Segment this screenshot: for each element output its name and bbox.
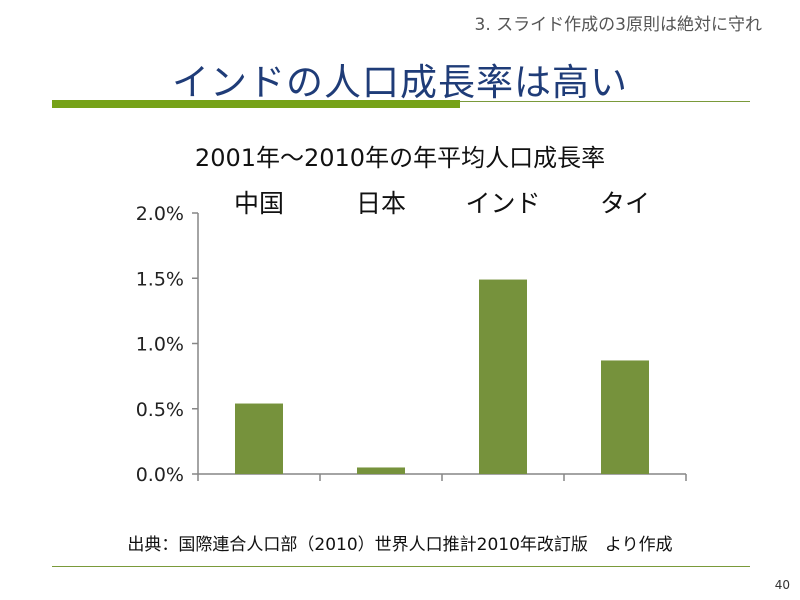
y-tick-label: 0.5% — [136, 399, 184, 421]
bar — [235, 403, 283, 474]
footer-line — [52, 566, 750, 567]
y-tick-label: 0.0% — [136, 464, 184, 486]
page-number: 40 — [774, 578, 790, 592]
y-tick-label: 1.0% — [136, 334, 184, 356]
y-tick-label: 1.5% — [136, 268, 184, 290]
category-label: タイ — [600, 189, 650, 218]
bar — [479, 279, 527, 474]
category-label: 中国 — [234, 189, 284, 218]
category-label: インド — [465, 189, 540, 218]
bar — [601, 360, 649, 474]
category-label: 日本 — [356, 189, 406, 218]
title-underline-accent — [52, 100, 460, 108]
chart-title: 2001年～2010年の年平均人口成長率 — [194, 144, 606, 172]
bar — [357, 467, 405, 474]
section-label: 3. スライド作成の3原則は絶対に守れ — [474, 15, 762, 35]
slide-title: インドの人口成長率は高い — [172, 61, 628, 104]
y-tick-label: 2.0% — [136, 203, 184, 225]
source-note: 出典：国際連合人口部（2010）世界人口推計2010年改訂版 より作成 — [127, 535, 673, 555]
